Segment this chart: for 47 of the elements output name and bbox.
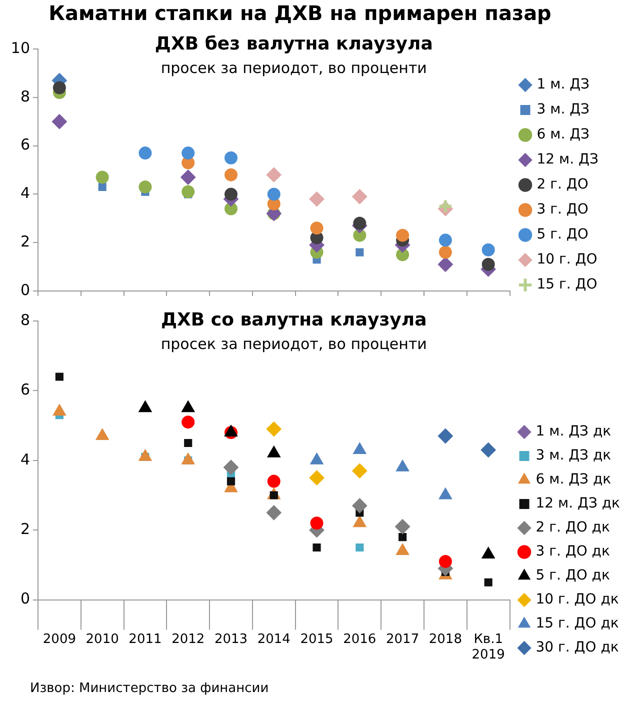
annotation: просек за периодот, во проценти	[160, 58, 427, 77]
y-tick-label: 2	[20, 520, 30, 538]
y-tick-label: 8	[20, 87, 30, 106]
chart-title: Каматни стапки на ДХВ на примарен пазар	[48, 0, 552, 27]
x-tick-label: 2017	[386, 632, 420, 647]
text: Извор: Министерство за финансии	[29, 681, 270, 696]
legend-label: 5 г. ДО дк	[536, 568, 610, 584]
x-tick-label: 2015	[300, 632, 334, 647]
y-tick-label: 0	[20, 590, 30, 608]
x-tick-label: Кв.1 2019	[472, 632, 505, 663]
legend-label: 2 г. ДО дк	[536, 520, 610, 536]
legend-label: 30 г. ДО дк	[536, 640, 619, 656]
legend-label: 10 г. ДО	[536, 252, 598, 268]
legend-label: 5 г. ДО	[536, 226, 588, 243]
y-tick-label: 10	[10, 38, 30, 57]
legend-label: 6 м. ДЗ	[536, 126, 590, 143]
x-tick-label: 2014	[257, 632, 290, 647]
x-tick-label: 2016	[343, 632, 376, 647]
y-tick-label: 6	[20, 380, 30, 399]
legend-label: 3 г. ДО дк	[536, 544, 610, 560]
x-tick-label: 2010	[86, 632, 119, 647]
legend-label: 10 г. ДО дк	[536, 592, 619, 608]
legend-label: 3 м. ДЗ дк	[536, 448, 612, 464]
legend-label: 3 м. ДЗ	[536, 102, 590, 118]
legend-label: 15 г. ДО	[536, 276, 598, 293]
y-tick-label: 4	[20, 450, 30, 468]
x-tick-label: 2009	[42, 632, 76, 647]
y-tick-label: 4	[20, 184, 30, 202]
legend-label: 6 м. ДЗ дк	[536, 472, 612, 488]
legend-label: 12 м. ДЗ дк	[536, 496, 620, 512]
y-tick-label: 2	[20, 232, 30, 250]
legend-label: 1 м. ДЗ	[536, 76, 590, 93]
y-tick-label: 6	[20, 136, 30, 154]
legend-label: 12 м. ДЗ	[536, 152, 598, 168]
y-tick-label: 0	[20, 280, 30, 299]
legend-label: 1 м. ДЗ дк	[536, 424, 612, 440]
chart-title: ДХВ со валутна клаузула	[161, 310, 427, 331]
x-tick-label: 2012	[172, 632, 205, 647]
legend-label: 3 г. ДО	[536, 202, 588, 218]
y-tick-label: 8	[20, 310, 30, 329]
annotation: просек за периодот, во проценти	[160, 334, 427, 353]
x-tick-label: 2018	[428, 632, 462, 647]
legend-label: 2 г. ДО	[536, 176, 588, 193]
legend-label: 15 г. ДО дк	[536, 616, 619, 632]
x-tick-label: 2013	[214, 632, 248, 647]
x-tick-label: 2011	[128, 632, 162, 647]
chart-subtitle: ДХВ без валутна клаузула	[154, 34, 433, 55]
